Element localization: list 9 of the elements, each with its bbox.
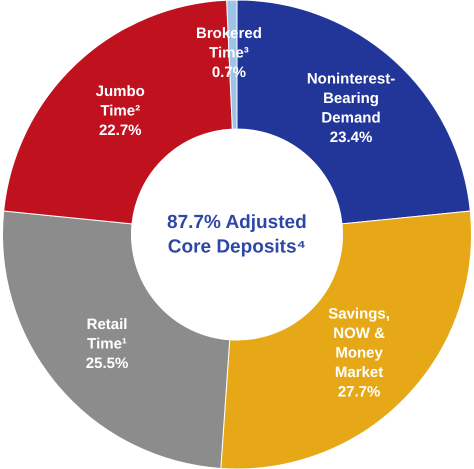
slice-label: Jumbo Time²	[96, 82, 145, 120]
data-label: 27.7%	[338, 383, 380, 400]
data-label: 23.4%	[330, 129, 372, 146]
slice-label: Noninterest-Bearing Demand	[306, 70, 396, 127]
data-label: 22.7%	[98, 122, 142, 139]
slice-label: Savings, NOW & Money Market	[328, 305, 390, 381]
text: 87.7% Adjusted Core Deposits⁴	[167, 212, 307, 258]
slice-label: Retail Time¹	[86, 316, 128, 353]
data-label: 25.5%	[86, 355, 128, 372]
